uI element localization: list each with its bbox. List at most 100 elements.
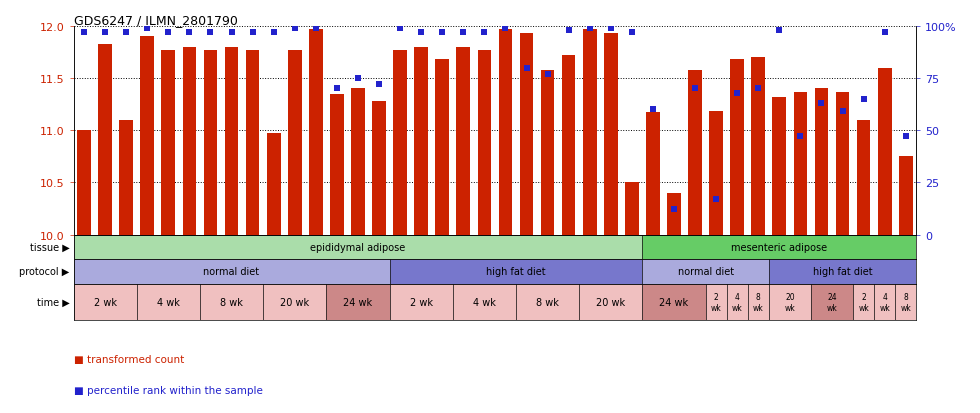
Bar — [541, 71, 555, 235]
Text: epididymal adipose: epididymal adipose — [311, 242, 406, 252]
Bar — [98, 45, 112, 235]
Text: 20
wk: 20 wk — [785, 292, 795, 312]
Text: 2 wk: 2 wk — [94, 297, 117, 307]
Point — [751, 86, 766, 93]
Bar — [435, 60, 449, 235]
Text: ■ transformed count: ■ transformed count — [74, 354, 183, 364]
Point — [898, 134, 913, 140]
Bar — [643, 235, 916, 259]
Point — [161, 30, 176, 36]
Bar — [899, 157, 912, 235]
Point — [392, 26, 408, 32]
Bar — [857, 121, 870, 235]
Bar — [224, 47, 238, 235]
Bar — [136, 284, 200, 320]
Bar — [579, 284, 643, 320]
Text: mesenteric adipose: mesenteric adipose — [731, 242, 827, 252]
Bar — [643, 284, 706, 320]
Text: 24 wk: 24 wk — [343, 297, 372, 307]
Point — [540, 71, 556, 78]
Bar — [326, 284, 390, 320]
Point — [456, 30, 471, 36]
Text: 24 wk: 24 wk — [660, 297, 689, 307]
Point — [181, 30, 197, 36]
Bar — [646, 113, 660, 235]
Bar — [74, 284, 137, 320]
Bar — [267, 134, 280, 235]
Point — [350, 76, 366, 82]
Point — [223, 30, 239, 36]
Bar — [625, 183, 639, 235]
Bar — [516, 284, 579, 320]
Bar — [77, 131, 91, 235]
Bar — [182, 47, 196, 235]
Point — [266, 30, 281, 36]
Bar — [246, 51, 260, 235]
Bar — [769, 284, 811, 320]
Point — [434, 30, 450, 36]
Bar — [878, 69, 892, 235]
Point — [329, 86, 345, 93]
Bar — [204, 51, 218, 235]
Point — [687, 86, 703, 93]
Bar — [727, 284, 748, 320]
Bar — [499, 30, 513, 235]
Bar — [120, 121, 133, 235]
Point — [624, 30, 640, 36]
Bar — [263, 284, 326, 320]
Point — [414, 30, 429, 36]
Text: 2
wk: 2 wk — [858, 292, 869, 312]
Text: tissue ▶: tissue ▶ — [29, 242, 70, 252]
Bar — [372, 102, 386, 235]
Bar — [74, 259, 390, 284]
Text: normal diet: normal diet — [204, 267, 260, 277]
Point — [498, 26, 514, 32]
Text: protocol ▶: protocol ▶ — [19, 267, 70, 277]
Bar — [457, 47, 470, 235]
Point — [856, 96, 871, 103]
Text: GDS6247 / ILMN_2801790: GDS6247 / ILMN_2801790 — [74, 14, 237, 27]
Bar — [330, 95, 344, 235]
Bar — [874, 284, 896, 320]
Bar — [74, 235, 643, 259]
Point — [203, 30, 219, 36]
Point — [835, 109, 851, 116]
Bar — [710, 112, 723, 235]
Text: 8 wk: 8 wk — [536, 297, 559, 307]
Bar — [667, 193, 681, 235]
Point — [76, 30, 92, 36]
Point — [729, 90, 745, 97]
Bar — [288, 51, 302, 235]
Text: 4
wk: 4 wk — [732, 292, 743, 312]
Point — [287, 26, 303, 32]
Point — [97, 30, 113, 36]
Point — [582, 26, 598, 32]
Text: time ▶: time ▶ — [36, 297, 70, 307]
Bar — [162, 51, 175, 235]
Text: high fat diet: high fat diet — [486, 267, 546, 277]
Point — [561, 28, 576, 34]
Text: 2 wk: 2 wk — [410, 297, 432, 307]
Text: 8
wk: 8 wk — [753, 292, 763, 312]
Point — [245, 30, 261, 36]
Bar — [688, 71, 702, 235]
Bar — [477, 51, 491, 235]
Point — [518, 65, 534, 72]
Bar — [643, 259, 769, 284]
Bar — [854, 284, 874, 320]
Bar — [772, 97, 786, 235]
Bar — [769, 259, 916, 284]
Text: 20 wk: 20 wk — [596, 297, 625, 307]
Bar — [896, 284, 916, 320]
Point — [476, 30, 492, 36]
Bar — [814, 89, 828, 235]
Bar — [415, 47, 428, 235]
Point — [813, 100, 829, 107]
Text: 8 wk: 8 wk — [220, 297, 243, 307]
Bar — [706, 284, 727, 320]
Text: 4
wk: 4 wk — [879, 292, 890, 312]
Point — [139, 26, 155, 32]
Bar — [604, 34, 617, 235]
Bar — [393, 51, 407, 235]
Bar — [562, 56, 575, 235]
